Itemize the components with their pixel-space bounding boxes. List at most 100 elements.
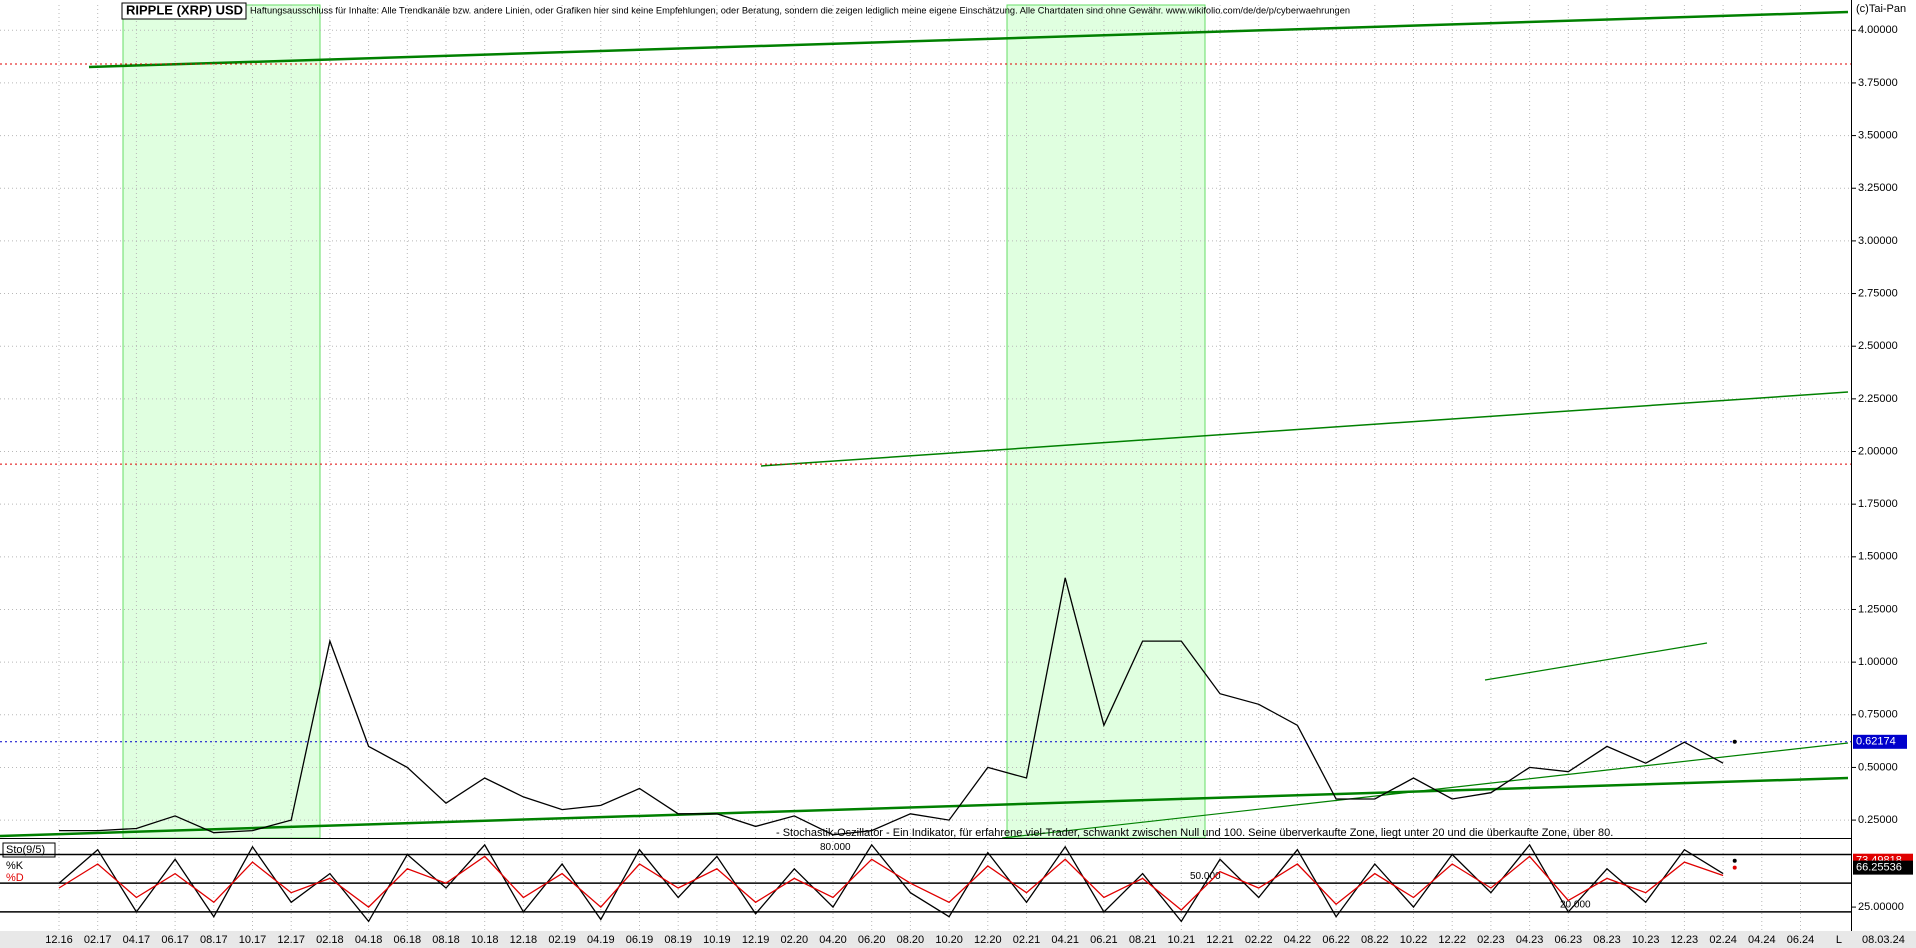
legend-label: %D [6,872,24,884]
x-axis-band [0,931,1916,948]
last-value-point [1732,858,1737,863]
x-tick-label: 12.23 [1671,934,1699,946]
x-tick-label: 10.19 [703,934,731,946]
last-value-label: 66.25536 [1856,862,1902,874]
y-tick-label: 4.00000 [1858,24,1898,36]
price-line [58,855,1724,911]
x-tick-label: 02.22 [1245,934,1273,946]
x-tick-label: 04.17 [123,934,151,946]
x-tick-label: 10.18 [471,934,499,946]
level-label: 80.000 [820,842,851,853]
y-tick-label: 3.75000 [1858,77,1898,89]
x-tick-label: 02.24 [1709,934,1737,946]
trend-line [0,776,1849,838]
x-tick-label: 02.19 [548,934,576,946]
indicator-box [2,842,56,858]
x-tick-label: 08.21 [1129,934,1157,946]
x-tick-label: 08.18 [432,934,460,946]
y-tick-label: 1.00000 [1858,656,1898,668]
disclaimer: Haftungsausschluss für Inhalte: Alle Tre… [250,5,1350,15]
x-tick-label: 04.24 [1748,934,1776,946]
y-tick-label: 25.00000 [1858,901,1904,913]
x-tick-label: 12.17 [277,934,305,946]
last-value-point [1732,739,1737,744]
price-line [58,843,1724,923]
x-tick-label: 02.23 [1477,934,1505,946]
scale-mode: L [1836,934,1842,946]
y-tick-label: 2.75000 [1858,287,1898,299]
x-tick-label: 06.23 [1555,934,1583,946]
level-label: 20.000 [1560,900,1591,911]
x-tick-label: 06.19 [626,934,654,946]
y-tick-label: 2.25000 [1858,393,1898,405]
x-tick-label: 06.20 [858,934,886,946]
y-tick-label: 0.75000 [1858,709,1898,721]
x-tick-label: 10.23 [1632,934,1660,946]
x-tick-label: 04.20 [819,934,847,946]
x-tick-label: 08.22 [1361,934,1389,946]
last-value-box [1853,734,1907,749]
x-tick-label: 04.21 [1051,934,1079,946]
y-tick-label: 3.00000 [1858,235,1898,247]
trend-line [760,391,1849,467]
x-tick-label: 08.19 [664,934,692,946]
x-tick-label: 02.18 [316,934,344,946]
zone [122,4,321,839]
indicator-note: - Stochastik-Oszillator - Ein Indikator,… [776,827,1613,839]
x-tick-label: 04.22 [1284,934,1312,946]
x-tick-label: 12.18 [510,934,538,946]
indicator-title: Sto(9/5) [6,844,45,856]
x-tick-label: 10.21 [1168,934,1196,946]
x-tick-label: 12.16 [45,934,73,946]
y-tick-label: 3.25000 [1858,182,1898,194]
x-tick-label: 04.23 [1516,934,1544,946]
x-tick-label: 06.17 [161,934,189,946]
y-tick-label: 2.00000 [1858,445,1898,457]
trend-line [1484,642,1708,681]
level-label: 50.000 [1190,871,1221,882]
y-tick-label: 1.25000 [1858,603,1898,615]
y-tick-label: 3.50000 [1858,129,1898,141]
title-box [121,2,247,20]
x-tick-label: 06.21 [1090,934,1118,946]
last-date: 08.03.24 [1862,934,1905,946]
grid [0,5,1851,931]
x-tick-label: 02.20 [781,934,809,946]
x-tick-label: 04.18 [355,934,383,946]
price-line [59,577,1724,836]
highlight-zones [122,4,1206,839]
y-tick-label: 0.50000 [1858,761,1898,773]
x-tick-label: 08.20 [897,934,925,946]
chart-title: RIPPLE (XRP) USD [126,2,243,17]
trend-line [1001,742,1849,839]
x-tick-label: 08.17 [200,934,228,946]
x-tick-label: 06.22 [1322,934,1350,946]
plot [59,577,1724,836]
last-value-point [1732,865,1737,870]
x-tick-label: 04.19 [587,934,615,946]
y-tick-label: 2.50000 [1858,340,1898,352]
x-tick-label: 12.19 [742,934,770,946]
copyright: (c)Tai-Pan [1856,3,1906,15]
x-tick-label: 12.20 [974,934,1002,946]
x-tick-label: 10.22 [1400,934,1428,946]
trend-line [88,10,1849,69]
zone [1006,4,1206,839]
x-tick-label: 02.21 [1013,934,1041,946]
x-tick-label: 12.22 [1438,934,1466,946]
last-value-label: 0.62174 [1856,736,1896,748]
legend-label: %K [6,860,24,872]
x-tick-label: 10.17 [239,934,267,946]
x-tick-label: 02.17 [84,934,112,946]
x-tick-label: 06.24 [1787,934,1815,946]
y-tick-label: 1.75000 [1858,498,1898,510]
y-tick-label: 1.50000 [1858,551,1898,563]
y-tick-label: 0.25000 [1858,814,1898,826]
trend-lines [0,10,1849,839]
x-tick-label: 06.18 [394,934,422,946]
x-tick-label: 10.20 [935,934,963,946]
x-tick-label: 12.21 [1206,934,1234,946]
x-tick-label: 08.23 [1593,934,1621,946]
last-value-box [1853,860,1913,875]
